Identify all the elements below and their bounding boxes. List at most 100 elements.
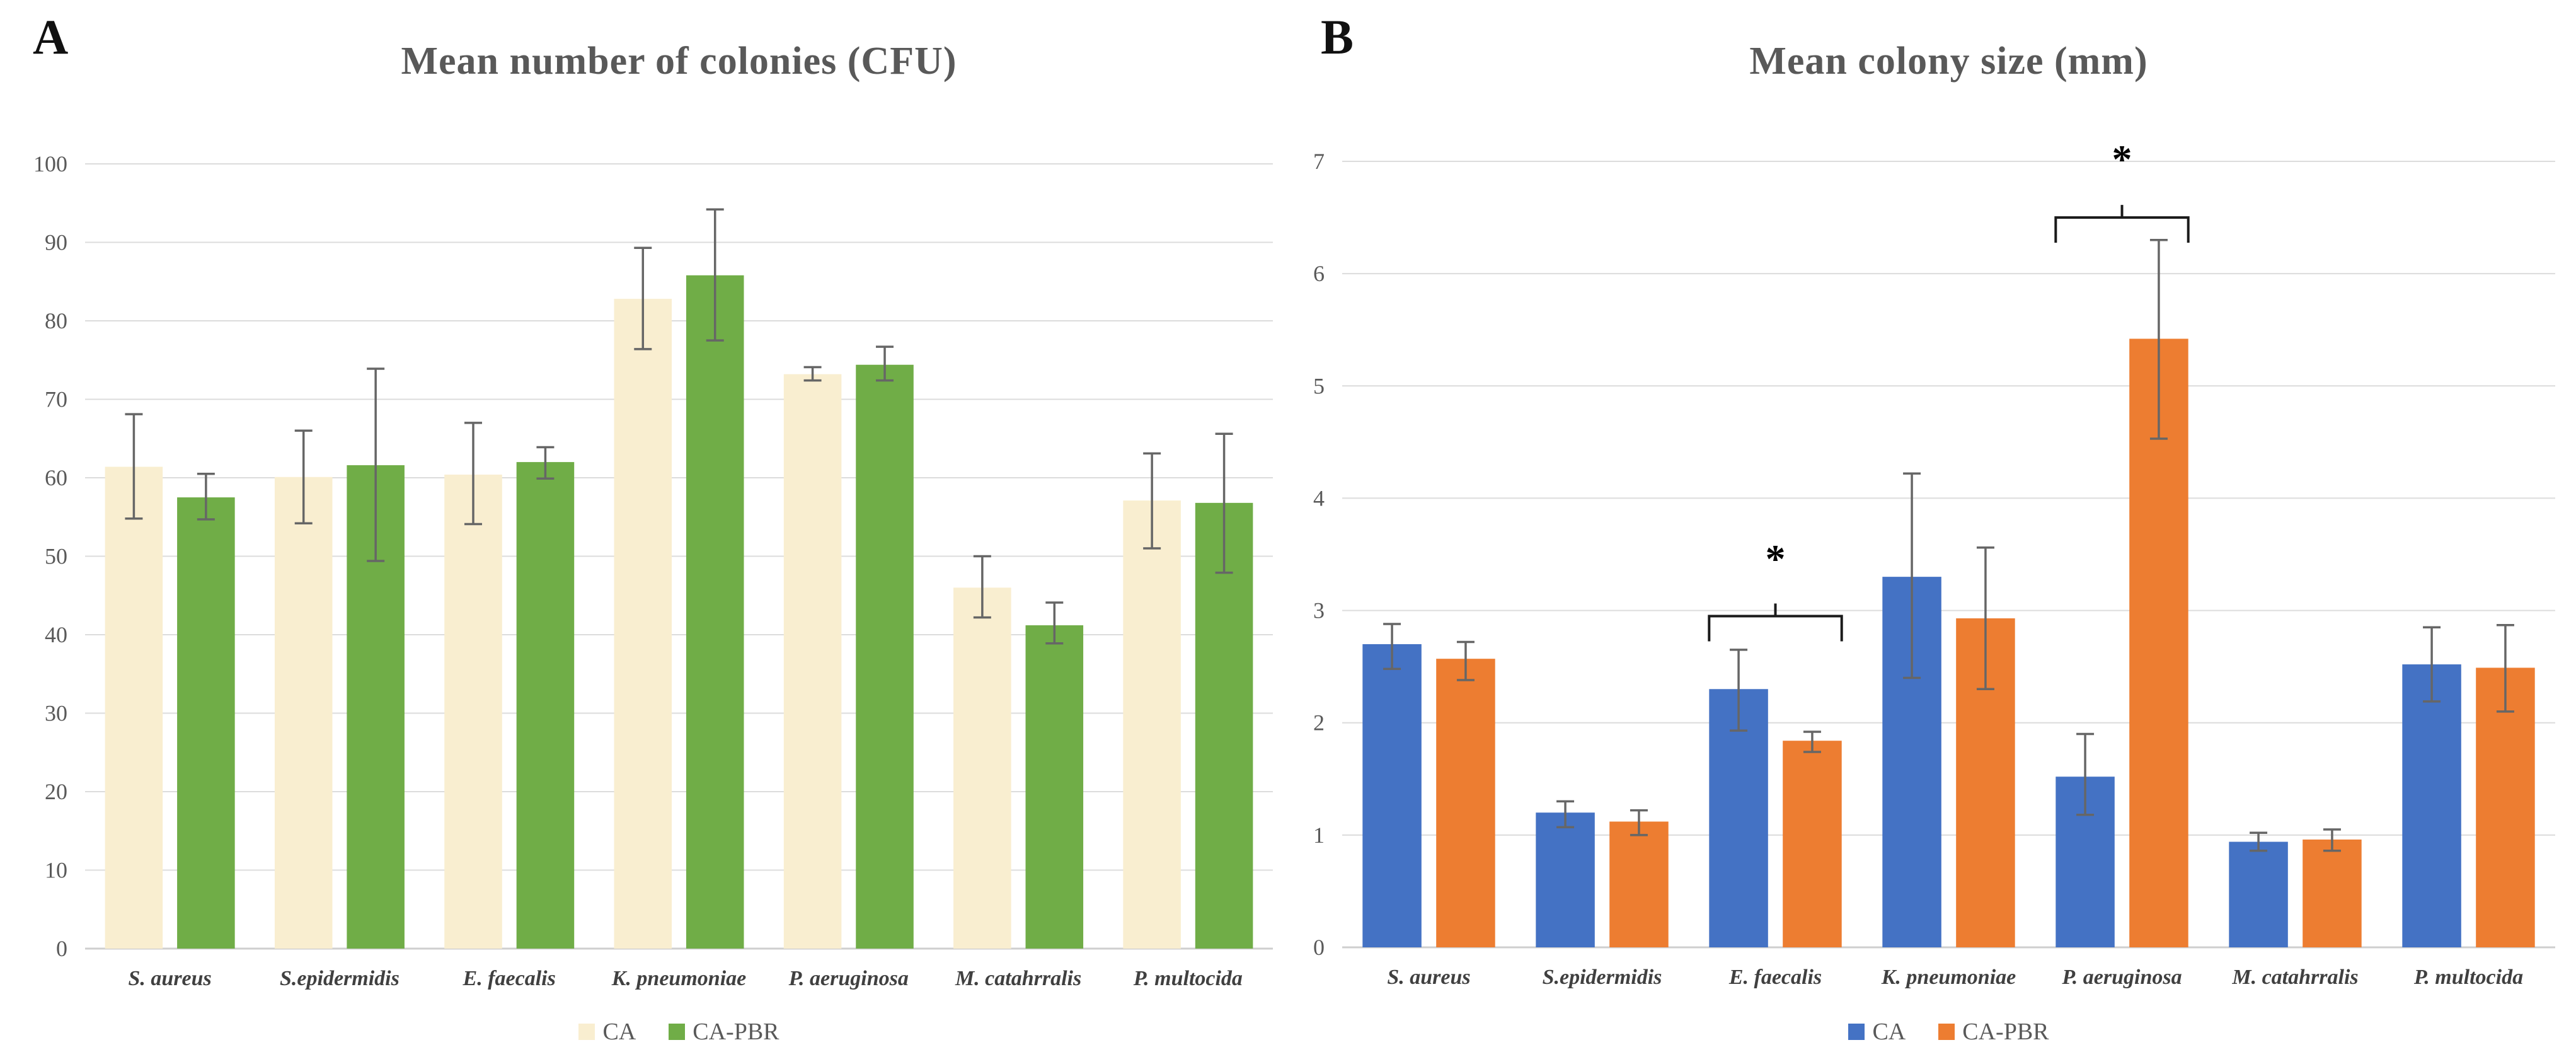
y-tick-label: 3 [1313,598,1325,623]
legend-label-ca-pbr: CA-PBR [693,1019,779,1045]
error-bar [2496,623,2514,713]
y-tick-label: 50 [45,544,67,569]
error-bar [2323,828,2341,852]
error-bar [803,366,822,382]
category-label: P. multocida [1133,967,1243,990]
error-bar [973,555,991,619]
y-tick-label: 4 [1313,485,1325,511]
category-label: S.epidermidis [1543,966,1662,989]
bar-CA-PBR-S. aureus [177,497,235,949]
error-bar [706,208,724,342]
error-bar [1383,623,1401,670]
category-label: P. aeruginosa [788,967,909,990]
category-label: E. faecalis [463,967,556,990]
category-label: S. aureus [129,967,212,990]
category-label: K. pneumoniae [1881,966,2016,989]
error-bar [197,473,215,521]
bar-CA-PBR-K. pneumoniae [686,275,744,949]
category-label: P. multocida [2413,966,2523,989]
chart-b-canvas: 0 1 2 3 4 5 6 7 S. aureus S.epidermidis E. faecali… [1313,137,2555,989]
legend-a: CA CA-PBR [85,1018,1273,1046]
panel-a-letter: A [33,9,69,64]
chart-a-canvas: 0 10 20 30 40 50 60 70 80 90 100 S. aureus S.epiderm… [33,151,1273,990]
bar-CA-K. pneumoniae [614,299,672,949]
legend-item-ca-pbr: CA-PBR [1938,1018,2049,1046]
legend-item-ca: CA [1848,1018,1906,1046]
error-bar [1976,546,1994,691]
significance-asterisk: * [1766,536,1786,581]
y-tick-label: 40 [45,622,67,647]
bar-CA-PBR-P. multocida [1195,502,1253,949]
error-bar [1456,640,1475,681]
error-bar [634,246,652,350]
bar-CA-PBR-M. catahrralis [2303,839,2362,947]
significance-asterisk: * [2112,137,2132,182]
error-bar [1045,601,1064,645]
y-tick-label: 7 [1313,149,1325,174]
y-tick-label: 2 [1313,710,1325,736]
bar-CA-S. aureus [1362,644,1422,947]
error-bar [1803,731,1821,753]
error-bar [536,446,555,480]
error-bar [1903,472,1921,679]
panel-a: A Mean number of colonies (CFU) 0 10 20 30 4… [33,9,1273,1046]
error-bar [2250,831,2268,852]
legend-label-ca-pbr: CA-PBR [1962,1019,2049,1045]
category-label: E. faecalis [1728,966,1822,989]
y-tick-label: 80 [45,308,67,333]
bar-CA-PBR-P. multocida [2476,667,2535,947]
legend-item-ca: CA [578,1018,636,1046]
significance-bracket [2054,205,2190,243]
error-bar [1143,452,1161,550]
bar-CA-PBR-S. aureus [1436,659,1495,947]
error-bar [125,413,143,520]
category-label: M. catahrralis [955,967,1081,990]
bar-CA-E. faecalis [444,475,502,949]
bar-CA-P. aeruginosa [783,374,842,949]
error-bar [1556,800,1575,829]
legend-label-ca: CA [602,1019,636,1045]
legend-b: CA CA-PBR [1342,1018,2555,1046]
bar-CA-PBR-E. faecalis [516,462,575,949]
panel-b-title: Mean colony size (mm) [1749,40,2148,83]
bar-CA-PBR-P. aeruginosa [2129,338,2188,947]
y-tick-label: 90 [45,230,67,255]
category-label: K. pneumoniae [611,967,746,990]
y-tick-label: 0 [1313,935,1325,960]
legend-swatch-ca-icon [1848,1024,1865,1040]
y-tick-label: 30 [45,701,67,726]
panel-a-title: Mean number of colonies (CFU) [401,40,957,83]
y-tick-label: 70 [45,387,67,412]
y-tick-label: 100 [33,151,67,176]
bar-CA-PBR-E. faecalis [1783,741,1842,947]
y-tick-label: 20 [45,779,67,804]
error-bar [1730,649,1748,732]
y-tick-label: 60 [45,465,67,490]
legend-swatch-ca-pbr-icon [669,1024,686,1040]
bar-CA-PBR-M. catahrralis [1025,625,1084,949]
bar-CA-E. faecalis [1709,689,1768,947]
significance-bracket [1708,603,1843,642]
y-tick-label: 5 [1313,373,1325,398]
y-tick-label: 6 [1313,261,1325,286]
bar-CA-PBR-S.epidermidis [1609,821,1669,947]
error-bar [367,367,385,562]
category-label: S. aureus [1387,966,1470,989]
bar-CA-M. catahrralis [2229,841,2288,947]
y-tick-label: 10 [45,858,67,883]
error-bar [294,429,313,524]
panel-b: B Mean colony size (mm) 0 1 2 3 4 5 6 7 S. aureu… [1288,0,2576,1057]
category-label: P. aeruginosa [2061,966,2182,989]
error-bar [876,345,894,382]
error-bar [464,422,482,526]
bar-CA-P. multocida [1123,500,1181,949]
error-bar [1630,809,1648,836]
bar-CA-S. aureus [105,466,163,949]
error-bar [2423,626,2441,703]
error-bar [2149,238,2168,440]
bar-CA-P. multocida [2402,664,2461,947]
legend-swatch-ca-pbr-icon [1938,1024,1955,1040]
bar-CA-S.epidermidis [274,477,333,949]
error-bar [1215,432,1233,574]
